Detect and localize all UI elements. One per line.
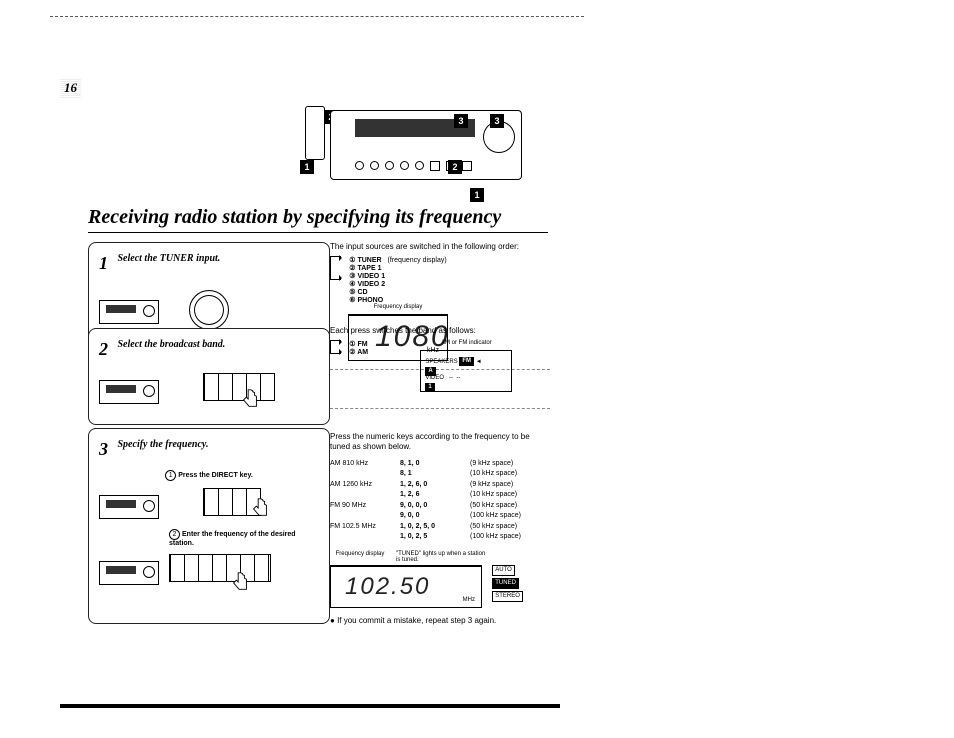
mistake-note: If you commit a mistake, repeat step 3 a… <box>337 616 496 625</box>
right-block-2: Each press switches the band as follows:… <box>330 326 550 417</box>
section-title: Receiving radio station by specifying it… <box>88 206 501 229</box>
page-number: 16 <box>60 78 81 98</box>
lcd-2-unit: MHz <box>463 597 475 603</box>
input-knob-illustration <box>189 290 229 330</box>
lcd-display-2: 102.50 MHz <box>330 565 482 608</box>
receiver-illustration <box>330 110 540 185</box>
title-underline <box>88 232 548 233</box>
step-3-sub1: Press the DIRECT key. <box>178 472 253 479</box>
r2-intro: Each press switches the band as follows: <box>330 326 550 336</box>
step-1-number: 1 <box>99 253 115 274</box>
dashed-divider-2 <box>330 408 550 409</box>
step-3-number: 3 <box>99 439 115 460</box>
step-3-box: 3 Specify the frequency. 1Press the DIRE… <box>88 428 330 624</box>
band-list: ① FM ② AM <box>347 340 368 356</box>
manual-page: 16 1 2 2 1 3 3 Receiving radio station b… <box>0 0 954 738</box>
hand-icon-2 <box>249 497 271 519</box>
step-2-title: Select the broadcast band. <box>118 339 226 350</box>
step-2-number: 2 <box>99 339 115 360</box>
callout-3: 3 <box>454 114 468 128</box>
status-badges: AUTO TUNED STEREO <box>492 565 523 604</box>
freq-display-label-1: Frequency display <box>348 304 448 310</box>
r1-intro: The input sources are switched in the fo… <box>330 242 550 252</box>
step-3-title: Specify the frequency. <box>118 439 209 450</box>
tuned-note: "TUNED" lights up when a station is tune… <box>396 551 486 563</box>
indicator-label: AM or FM indicator <box>420 340 512 346</box>
badge-tuned: TUNED <box>492 578 519 589</box>
callout-3b: 3 <box>490 114 504 128</box>
badge-auto: AUTO <box>492 565 515 576</box>
mini-receiver-3a <box>99 495 159 519</box>
mini-receiver-3b <box>99 561 159 585</box>
numeric-keys-illustration <box>169 554 271 582</box>
indicator-display: SPEAKERS FM ◄ A VIDEO -- -- 1 <box>420 350 512 392</box>
hand-icon-1 <box>239 388 261 410</box>
step-2-box: 2 Select the broadcast band. <box>88 328 330 425</box>
cycle-arrow-2 <box>330 340 341 354</box>
cycle-arrow-1 <box>330 256 341 280</box>
lcd-2-value: 102.50 <box>345 573 430 601</box>
callout-1: 1 <box>300 160 314 174</box>
tuning-table: AM 810 kHz8, 1, 0(9 kHz space) 8, 1(10 k… <box>330 459 550 543</box>
badge-stereo: STEREO <box>492 591 523 602</box>
step-1-title: Select the TUNER input. <box>118 253 221 264</box>
input-source-list: ① TUNER (frequency display) ② TAPE 1 ③ V… <box>347 256 446 304</box>
remote-illustration <box>305 106 325 160</box>
r3-intro: Press the numeric keys according to the … <box>330 432 550 453</box>
mini-receiver-1 <box>99 300 159 324</box>
top-dashed-rule <box>50 16 584 17</box>
freq-display-label-2: Frequency display <box>330 551 390 557</box>
footer-rule <box>60 704 560 708</box>
step-3-sub2: Enter the frequency of the desired stati… <box>169 531 296 547</box>
callout-1b: 1 <box>470 188 484 202</box>
mini-receiver-2 <box>99 380 159 404</box>
right-block-3: Press the numeric keys according to the … <box>330 432 550 626</box>
hand-icon-3 <box>229 571 251 593</box>
callout-2b: 2 <box>448 160 462 174</box>
